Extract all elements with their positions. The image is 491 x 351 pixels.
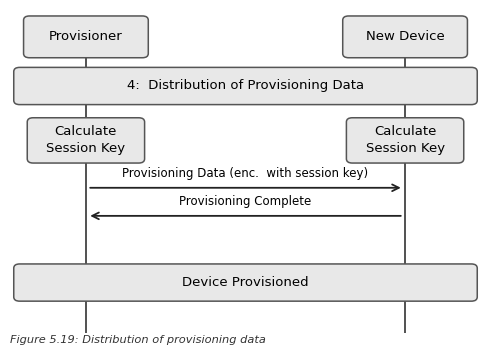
- FancyBboxPatch shape: [14, 264, 477, 301]
- FancyBboxPatch shape: [14, 67, 477, 105]
- Text: Provisioning Complete: Provisioning Complete: [179, 195, 312, 208]
- FancyBboxPatch shape: [346, 118, 464, 163]
- FancyBboxPatch shape: [24, 16, 148, 58]
- FancyBboxPatch shape: [343, 16, 467, 58]
- Text: Provisioning Data (enc.  with session key): Provisioning Data (enc. with session key…: [122, 167, 369, 180]
- Text: Calculate
Session Key: Calculate Session Key: [365, 125, 445, 155]
- Text: Calculate
Session Key: Calculate Session Key: [46, 125, 126, 155]
- FancyBboxPatch shape: [27, 118, 144, 163]
- Text: Device Provisioned: Device Provisioned: [182, 276, 309, 289]
- Text: New Device: New Device: [366, 30, 444, 44]
- Text: Figure 5.19: Distribution of provisioning data: Figure 5.19: Distribution of provisionin…: [10, 336, 266, 345]
- Text: 4:  Distribution of Provisioning Data: 4: Distribution of Provisioning Data: [127, 79, 364, 93]
- Text: Provisioner: Provisioner: [49, 30, 123, 44]
